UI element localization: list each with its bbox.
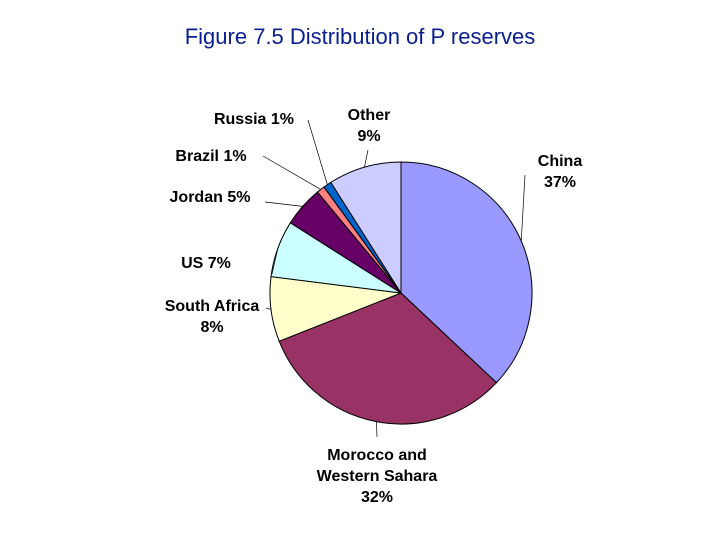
slice-label: Other 9%	[348, 107, 391, 145]
slice-label-line: South Africa	[165, 298, 260, 315]
pie-slice-morocco-and-western-sahara	[278, 292, 498, 425]
slice-label-line: 8%	[200, 319, 223, 336]
slice-label-line: US 7%	[181, 255, 231, 272]
leader-line	[520, 174, 526, 241]
slice-label-line: 32%	[361, 489, 393, 506]
slice-labels: China 37% Morocco and Western Sahara 32% Sout…	[165, 107, 583, 506]
slice-label-line: Other	[348, 107, 391, 124]
leader-line	[271, 248, 279, 275]
slice-label-line: Western Sahara	[317, 468, 438, 485]
chart-title: Figure 7.5 Distribution of P reserves	[184, 24, 536, 49]
slice-label-line: Jordan 5%	[170, 189, 251, 206]
slice-label: China 37%	[538, 153, 583, 191]
leader-line	[265, 307, 272, 310]
slice-label-line: China	[538, 153, 583, 170]
pie-slices	[269, 161, 533, 425]
leader-line	[262, 155, 321, 190]
slice-label-line: Russia 1%	[214, 111, 294, 128]
slice-label-line: Morocco and	[327, 447, 427, 464]
slice-label-line: Brazil 1%	[175, 148, 246, 165]
slice-label-line: 9%	[357, 128, 380, 145]
slice-label: South Africa 8%	[165, 298, 260, 336]
leader-line	[364, 149, 369, 168]
slice-label: Brazil 1%	[175, 148, 246, 165]
leader-lines	[262, 119, 526, 438]
leader-line	[376, 421, 378, 438]
leader-line	[307, 119, 328, 185]
slice-label: Russia 1%	[214, 111, 294, 128]
slice-label: Morocco and Western Sahara 32%	[317, 447, 438, 506]
slice-label: US 7%	[181, 255, 231, 272]
leader-line	[264, 201, 303, 207]
pie-slice-china	[400, 161, 533, 384]
slice-label: Jordan 5%	[170, 189, 251, 206]
slice-label-line: 37%	[544, 174, 576, 191]
